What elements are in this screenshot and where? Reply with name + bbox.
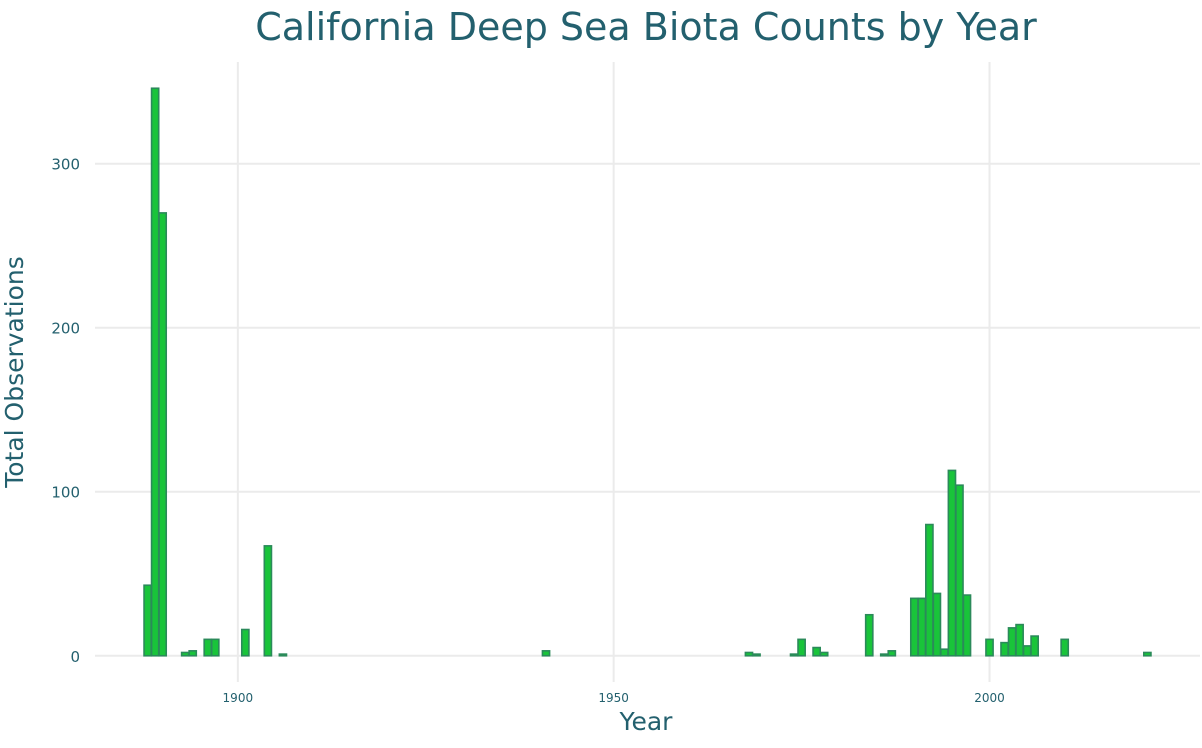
x-tick-label: 2000 — [974, 691, 1005, 705]
bar — [240, 628, 250, 657]
bar — [985, 638, 994, 657]
y-tick-label: 100 — [51, 484, 80, 502]
bars — [143, 87, 1152, 657]
bar — [1007, 627, 1017, 657]
bar — [812, 646, 822, 657]
bar — [210, 638, 220, 657]
y-tick-label: 300 — [51, 156, 80, 174]
bar — [917, 597, 927, 657]
bar — [158, 212, 168, 657]
bar — [797, 638, 806, 657]
y-tick-label: 0 — [70, 648, 80, 666]
gridlines — [95, 62, 1200, 682]
bar — [1000, 641, 1009, 657]
bar — [955, 484, 964, 657]
bar — [263, 545, 273, 657]
x-axis-label: Year — [619, 707, 674, 736]
bar — [278, 653, 288, 657]
bar — [541, 650, 551, 657]
bar — [188, 650, 198, 657]
y-axis-label: Total Observations — [0, 256, 29, 489]
chart-title: California Deep Sea Biota Counts by Year — [255, 5, 1037, 49]
bar — [789, 653, 799, 657]
bar — [864, 613, 874, 657]
bar — [947, 469, 957, 657]
bar — [744, 651, 754, 657]
bar — [962, 594, 972, 657]
bar — [909, 597, 919, 657]
bar — [1143, 651, 1152, 657]
x-tick-label: 1900 — [223, 691, 254, 705]
bar — [879, 653, 889, 657]
y-tick-label: 200 — [51, 320, 80, 338]
bar — [1060, 638, 1070, 657]
bar — [150, 87, 160, 657]
y-axis-ticks: 0 100 200 300 — [51, 156, 80, 666]
x-axis-ticks: 1900 1950 2000 — [223, 691, 1005, 705]
bar — [1030, 635, 1039, 657]
bar — [1015, 623, 1024, 657]
bar — [180, 651, 190, 657]
bar — [925, 523, 934, 657]
bar — [887, 650, 897, 657]
bar — [819, 651, 829, 657]
bar — [752, 653, 761, 657]
bar — [932, 592, 942, 657]
bar — [940, 648, 949, 657]
bar — [143, 584, 152, 657]
bar — [1022, 645, 1032, 657]
bar — [203, 638, 213, 657]
x-tick-label: 1950 — [598, 691, 629, 705]
